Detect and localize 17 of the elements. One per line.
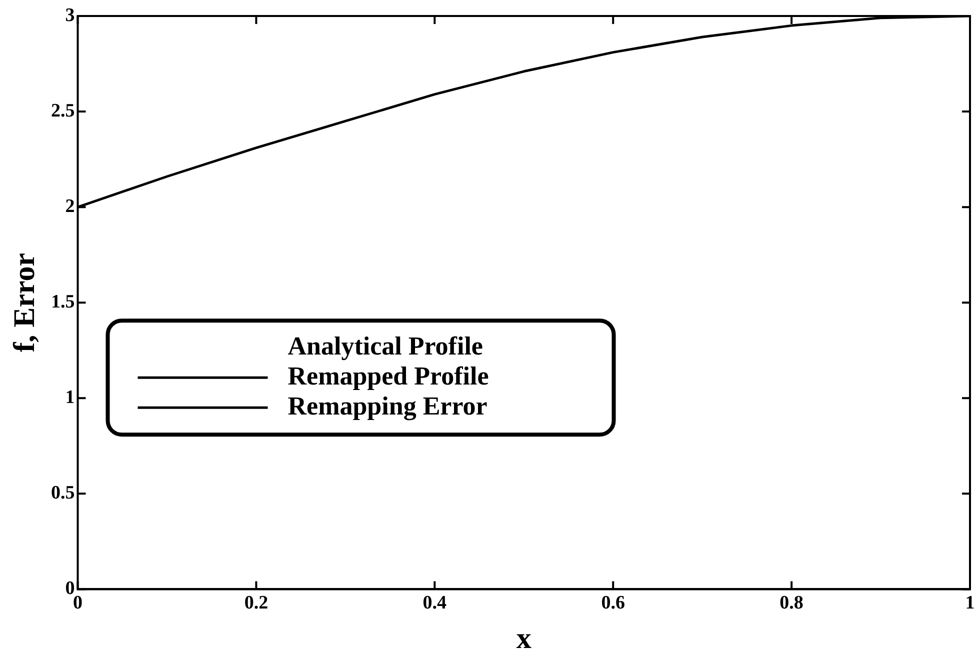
y-tick-label: 2 [65,196,75,217]
text: Analytical Profile [288,331,483,360]
x-tick-label: 1 [965,592,975,614]
x-tick-label: 0.8 [780,592,804,614]
x-tick-label: 0.4 [422,592,448,614]
y-axis-title: f, Error [8,252,41,352]
y-tick-label: 2.5 [51,100,75,122]
y-tick-label: 0 [65,578,75,600]
y-tick-label: 3 [65,4,75,26]
legend-label: Remapped Profile [288,361,489,390]
x-tick-label: 0.6 [601,592,625,614]
legend-label: Remapping Error [288,391,488,420]
x-tick-label: 0.2 [244,592,268,614]
x-axis-title: x [516,622,532,655]
y-tick-label: 0.5 [51,482,75,504]
y-tick-label: 1.5 [51,292,75,313]
y-tick-label: 1 [65,387,75,408]
